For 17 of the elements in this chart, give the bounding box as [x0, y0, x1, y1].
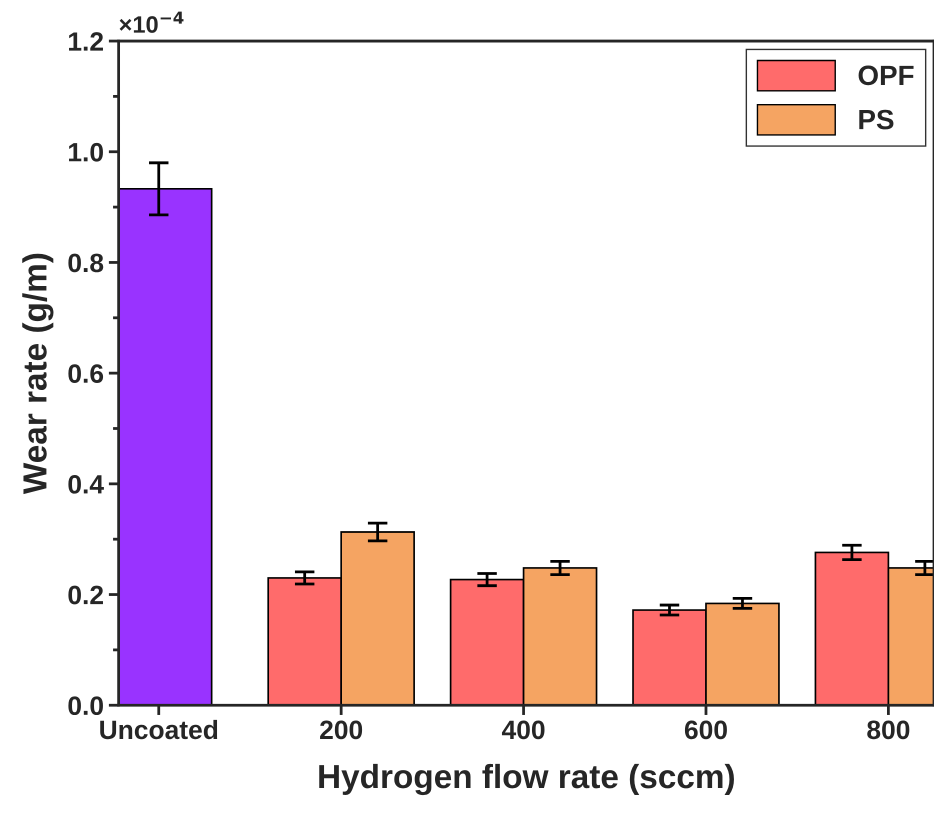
y-tick-label: 1.2: [69, 32, 103, 51]
y-axis-title: Wear rate (g/m): [22, 254, 54, 494]
y-tick-label: 0.8: [68, 254, 104, 272]
x-tick-label: 400: [502, 720, 545, 740]
x-tick-label: 600: [684, 720, 727, 740]
x-axis-title: Hydrogen flow rate (sccm): [319, 764, 734, 796]
y-tick-label: 0.6: [68, 364, 104, 383]
y-tick-label: 0.4: [68, 474, 104, 494]
legend-label: OPF: [858, 66, 914, 86]
y-tick-label: 0.0: [68, 696, 103, 716]
x-tick-label: 200: [320, 720, 362, 740]
y-tick-label: 1.0: [69, 142, 103, 162]
x-tick-label: 800: [867, 720, 910, 740]
legend-label: PS: [859, 110, 894, 130]
text: ×10$^{−4}$: [120, 12, 184, 33]
y-tick-label: 0.2: [68, 586, 103, 604]
x-tick-label: Uncoated: [100, 720, 218, 740]
